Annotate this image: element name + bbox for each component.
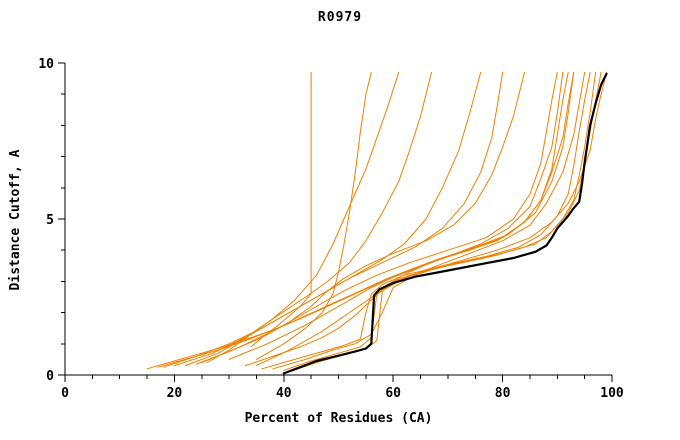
model-curve <box>283 71 597 371</box>
model-curve <box>261 71 591 370</box>
y-tick-label: 5 <box>46 213 54 228</box>
x-tick-label: 60 <box>385 386 401 401</box>
model-curve <box>272 71 607 370</box>
x-axis-label: Percent of Residues (CA) <box>244 411 433 426</box>
model-curve <box>163 71 482 368</box>
x-tick-label: 0 <box>61 386 69 401</box>
model-curve <box>184 71 432 367</box>
model-curve <box>206 71 400 363</box>
y-tick-label: 0 <box>46 369 54 384</box>
highlight-curve <box>282 72 608 375</box>
x-tick-label: 20 <box>167 386 183 401</box>
y-tick-label: 10 <box>38 57 54 72</box>
x-tick-label: 40 <box>276 386 292 401</box>
model-curve <box>255 71 372 360</box>
model-curve <box>157 71 564 368</box>
model-curve <box>245 71 569 367</box>
model-curve <box>173 71 504 367</box>
model-curve <box>228 71 575 360</box>
model-curve <box>195 71 525 365</box>
model-curve <box>255 71 586 367</box>
x-tick-label: 100 <box>600 386 624 401</box>
x-tick-label: 80 <box>495 386 511 401</box>
model-curve <box>288 71 602 373</box>
model-curve <box>146 71 575 370</box>
chart-title: R0979 <box>317 10 363 25</box>
